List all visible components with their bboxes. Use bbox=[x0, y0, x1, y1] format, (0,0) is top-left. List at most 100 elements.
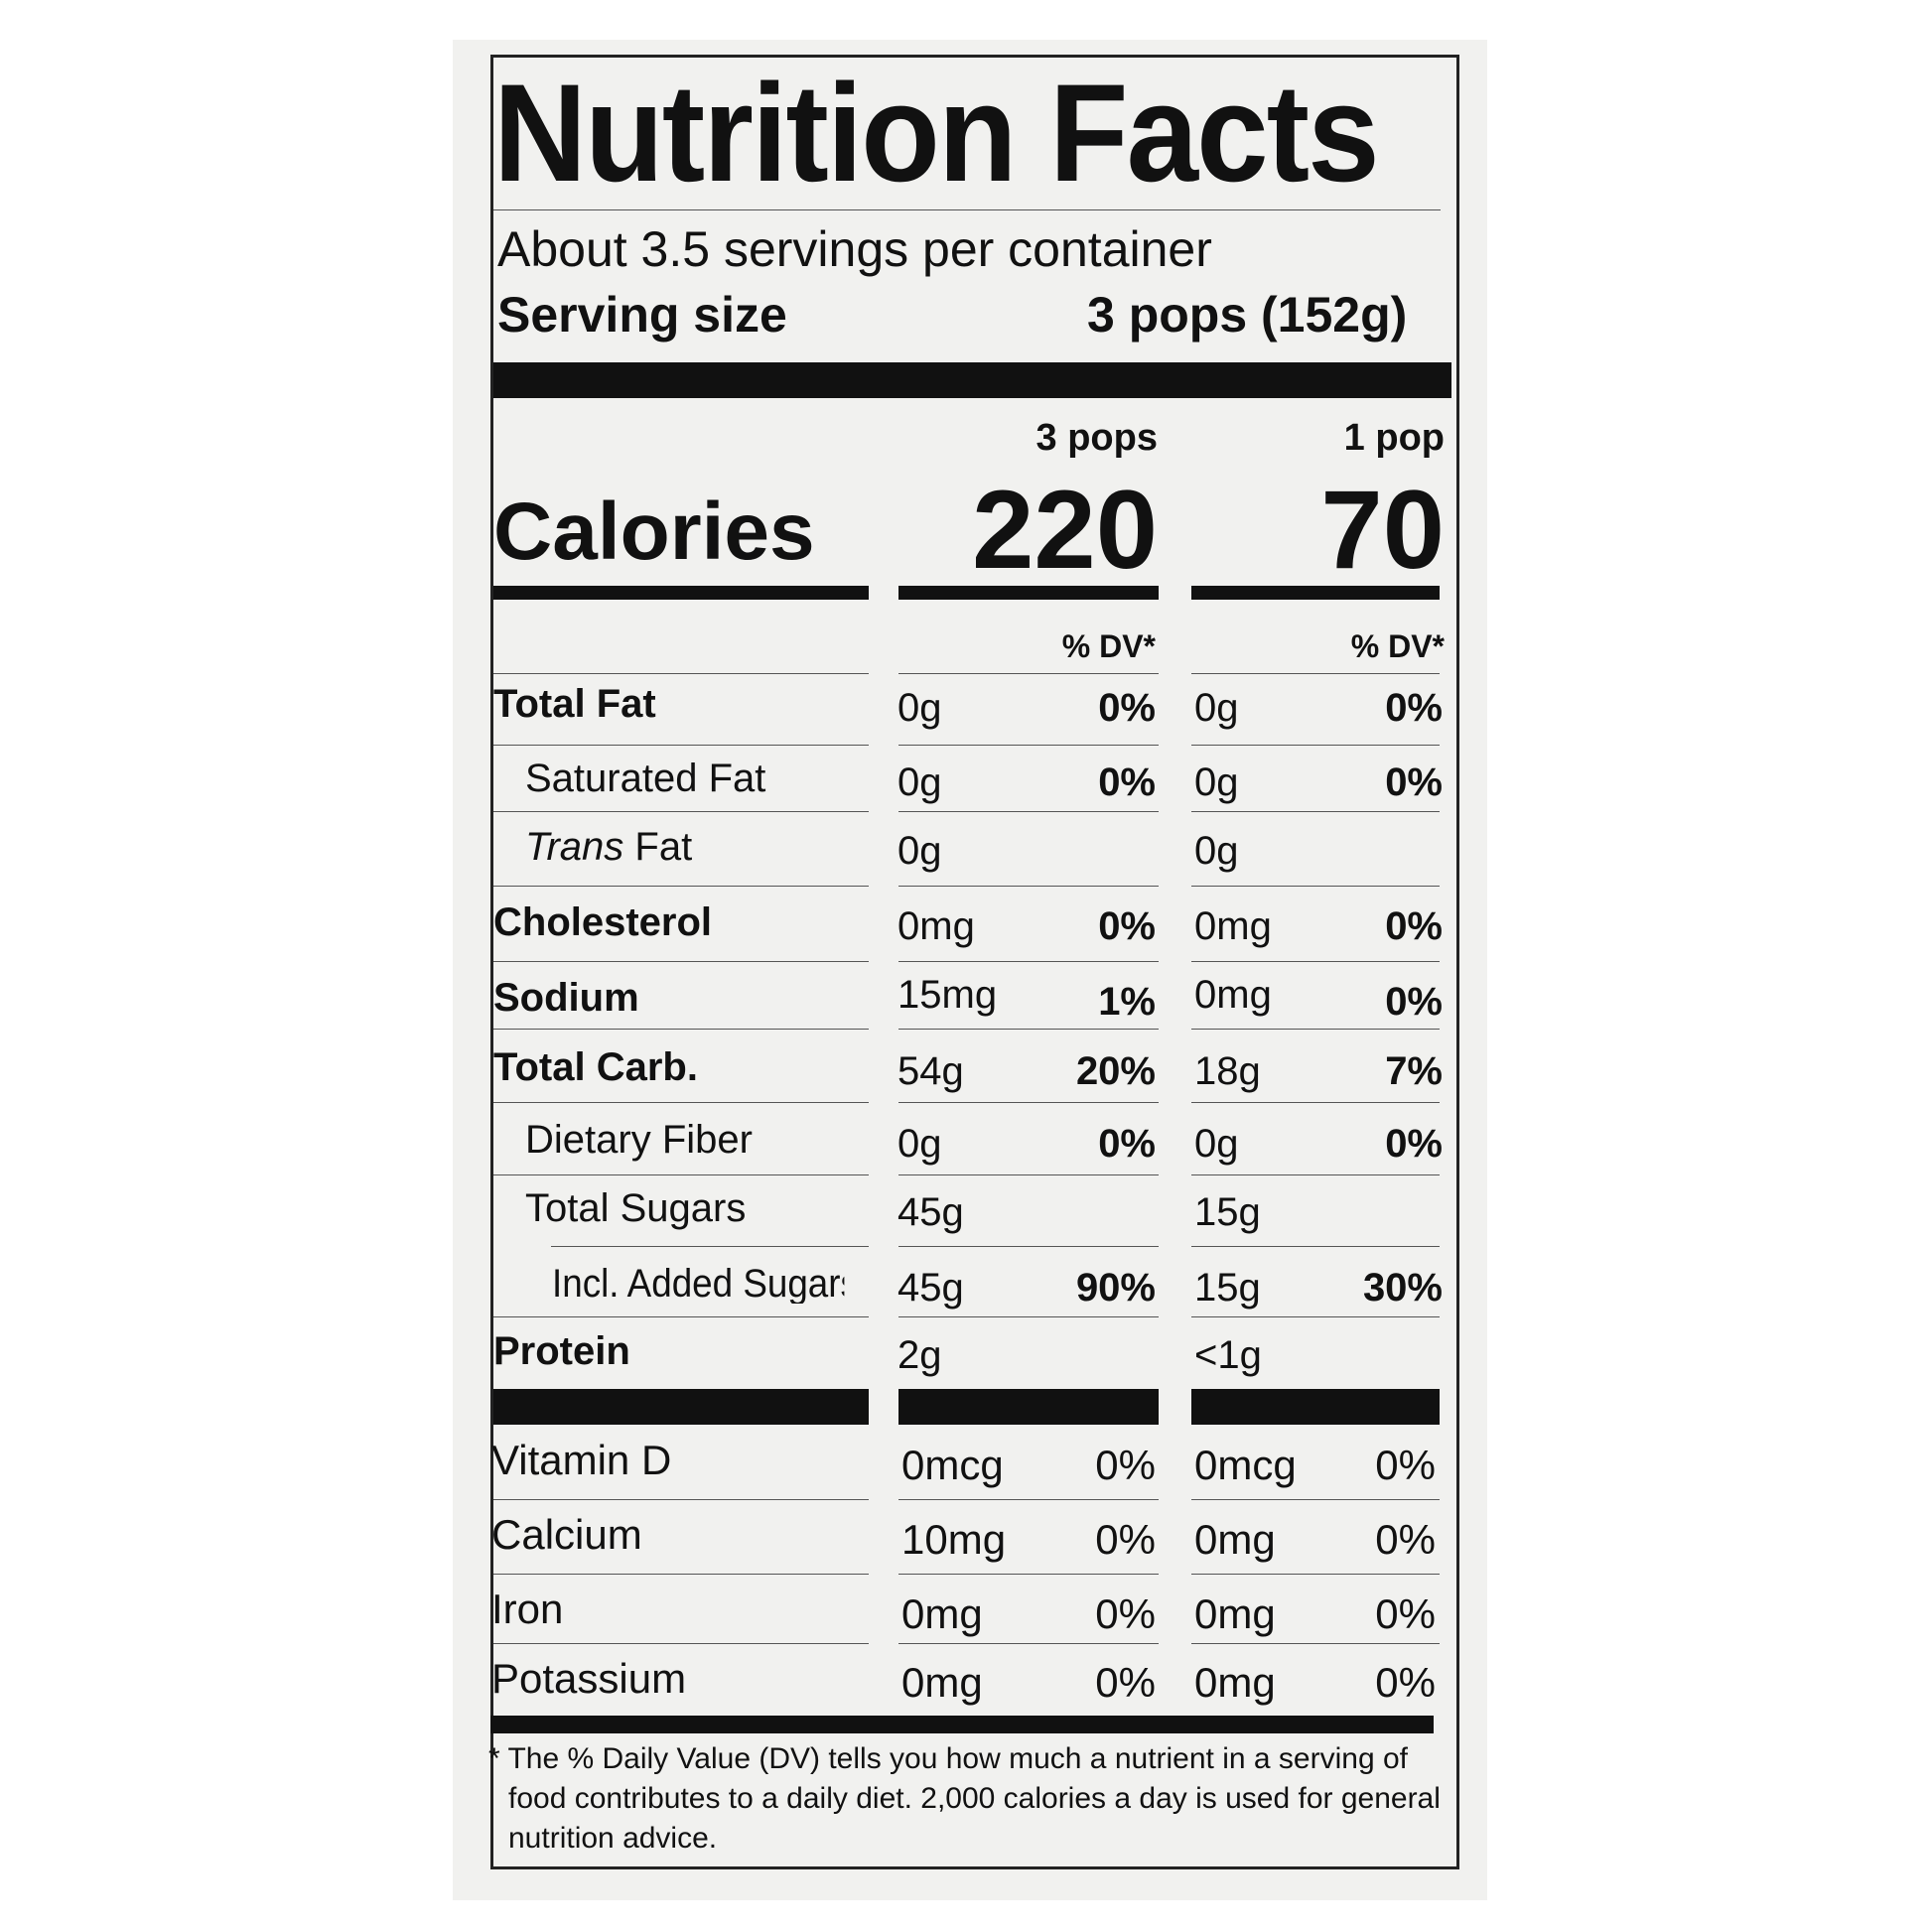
divider bbox=[1191, 1574, 1440, 1575]
vitamin-amount: 0mcg bbox=[901, 1442, 1004, 1488]
divider bbox=[898, 1499, 1159, 1500]
nutrient-dv: 0% bbox=[1385, 760, 1443, 804]
calories-divider-3 bbox=[1191, 586, 1440, 600]
vitamin-dv: 0% bbox=[1095, 1590, 1156, 1637]
divider bbox=[1191, 1174, 1440, 1175]
nutrient-amount: 0mg bbox=[1194, 904, 1272, 948]
calories-value-1: 220 bbox=[972, 468, 1158, 592]
nutrient-name: Trans Fat bbox=[525, 827, 692, 867]
divider bbox=[898, 1029, 1159, 1030]
divider bbox=[493, 1102, 869, 1103]
nutrient-amount: 0mg bbox=[897, 904, 975, 948]
vitamin-amount: 0mg bbox=[1194, 1590, 1276, 1637]
nutrient-amount: 45g bbox=[897, 1266, 964, 1310]
page-title: Nutrition Facts bbox=[493, 55, 1380, 210]
divider bbox=[1191, 811, 1440, 812]
vitamin-amount: 0mg bbox=[1194, 1659, 1276, 1706]
divider bbox=[1191, 1029, 1440, 1030]
nutrient-dv: 90% bbox=[1075, 1266, 1156, 1310]
nutrient-dv: 0% bbox=[1098, 760, 1156, 804]
nutrient-name: Dietary Fiber bbox=[525, 1118, 753, 1162]
vitamin-dv: 0% bbox=[1375, 1659, 1436, 1706]
vitamin-amount: 0mcg bbox=[1194, 1442, 1297, 1488]
nutrient-dv: 0% bbox=[1098, 686, 1156, 730]
nutrient-name: Incl. Added Sugars bbox=[552, 1264, 845, 1304]
divider bbox=[1191, 1499, 1440, 1500]
nutrient-name: Protein bbox=[493, 1329, 630, 1373]
vitamin-dv: 0% bbox=[1375, 1516, 1436, 1563]
nutrient-name: Total Sugars bbox=[525, 1186, 747, 1230]
nutrient-dv: 0% bbox=[1385, 686, 1443, 730]
divider bbox=[493, 886, 869, 887]
nutrient-name: Saturated Fat bbox=[525, 757, 766, 800]
dv-header-1: % DV* bbox=[1061, 628, 1156, 664]
divider bbox=[493, 1174, 869, 1175]
divider bbox=[898, 745, 1159, 746]
vitamin-name: Vitamin D bbox=[491, 1437, 672, 1483]
divider bbox=[1191, 1316, 1440, 1317]
dv-header-2: % DV* bbox=[1350, 628, 1445, 664]
thick-divider bbox=[898, 1389, 1159, 1425]
nutrient-amount: 15mg bbox=[897, 973, 998, 1017]
nutrient-amount: 0g bbox=[1194, 686, 1239, 730]
footnote-line: * The % Daily Value (DV) tells you how m… bbox=[488, 1742, 1408, 1775]
nutrient-amount: 54g bbox=[897, 1049, 964, 1093]
vitamin-amount: 10mg bbox=[901, 1516, 1007, 1563]
calories-divider-1 bbox=[493, 586, 869, 600]
nutrient-amount: 0g bbox=[897, 686, 942, 730]
nutrient-amount: 15g bbox=[1194, 1190, 1261, 1234]
footnote: * The % Daily Value (DV) tells you how m… bbox=[488, 1739, 1451, 1859]
serving-size-value: 3 pops (152g) bbox=[1087, 287, 1408, 343]
nutrient-amount: 0g bbox=[1194, 1122, 1239, 1166]
vitamin-name: Calcium bbox=[491, 1511, 642, 1558]
divider bbox=[493, 1499, 869, 1500]
nutrient-dv: 20% bbox=[1075, 1049, 1156, 1093]
divider bbox=[493, 1643, 869, 1644]
nutrient-amount: 45g bbox=[897, 1190, 964, 1234]
vitamin-name: Potassium bbox=[491, 1655, 687, 1702]
divider bbox=[551, 1246, 869, 1247]
divider bbox=[898, 1643, 1159, 1644]
thick-divider bbox=[493, 362, 1451, 398]
vitamin-dv: 0% bbox=[1095, 1659, 1156, 1706]
nutrient-amount: 0g bbox=[897, 829, 942, 873]
column-header-1: 3 pops bbox=[1035, 417, 1158, 459]
vitamin-amount: 0mg bbox=[901, 1659, 983, 1706]
divider bbox=[493, 811, 869, 812]
vitamin-dv: 0% bbox=[1095, 1516, 1156, 1563]
calories-value-2: 70 bbox=[1320, 468, 1445, 592]
calories-label: Calories bbox=[493, 486, 815, 577]
thick-divider bbox=[493, 1389, 869, 1425]
nutrient-name-rest: Fat bbox=[623, 825, 693, 869]
nutrient-dv: 1% bbox=[1098, 980, 1156, 1024]
nutrient-dv: 30% bbox=[1362, 1266, 1443, 1310]
divider bbox=[1191, 745, 1440, 746]
nutrient-amount: 0mg bbox=[1194, 973, 1272, 1017]
divider bbox=[493, 1316, 869, 1317]
divider bbox=[898, 961, 1159, 962]
divider bbox=[898, 886, 1159, 887]
divider bbox=[493, 1574, 869, 1575]
divider bbox=[493, 673, 869, 674]
calories-divider-2 bbox=[898, 586, 1159, 600]
nutrient-amount: 0g bbox=[897, 1122, 942, 1166]
divider bbox=[1191, 1246, 1440, 1247]
nutrient-amount: 2g bbox=[897, 1333, 942, 1377]
divider bbox=[1191, 673, 1440, 674]
nutrient-amount: 0g bbox=[897, 760, 942, 804]
divider bbox=[1191, 1102, 1440, 1103]
serving-size-label: Serving size bbox=[497, 287, 787, 343]
nutrient-amount: 0g bbox=[1194, 829, 1239, 873]
divider bbox=[898, 673, 1159, 674]
divider bbox=[1191, 1643, 1440, 1644]
nutrient-dv: 0% bbox=[1385, 904, 1443, 948]
divider bbox=[898, 1246, 1159, 1247]
divider bbox=[1191, 961, 1440, 962]
nutrient-name-italic: Trans bbox=[525, 825, 624, 869]
vitamin-dv: 0% bbox=[1375, 1590, 1436, 1637]
column-header-2: 1 pop bbox=[1343, 417, 1445, 459]
nutrient-dv: 0% bbox=[1385, 980, 1443, 1024]
label-background bbox=[453, 40, 1487, 1900]
servings-per-container: About 3.5 servings per container bbox=[497, 221, 1212, 277]
nutrient-name: Sodium bbox=[493, 976, 639, 1020]
